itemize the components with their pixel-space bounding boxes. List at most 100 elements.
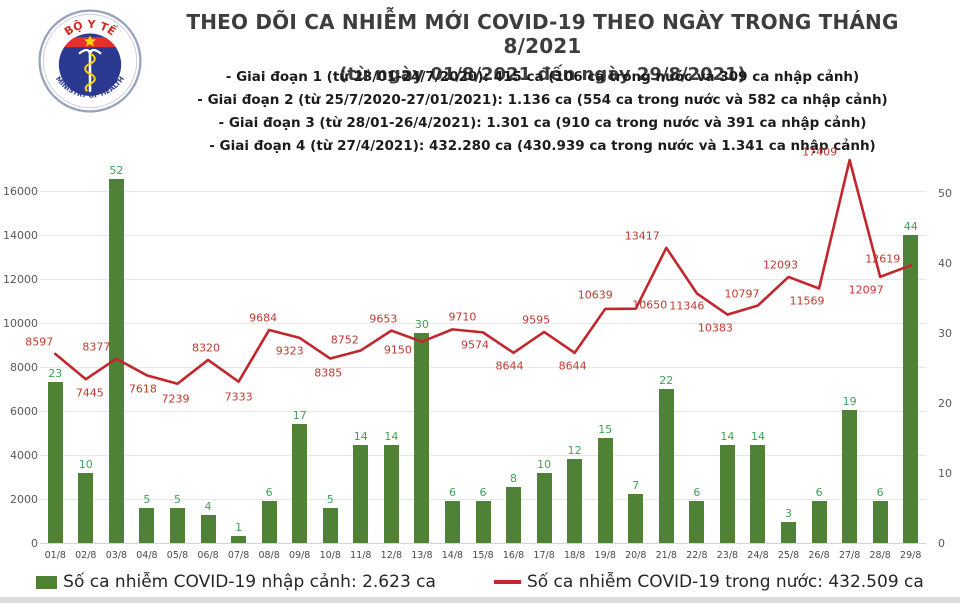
phase-3-annotation: - Giai đoạn 3 (từ 28/01-26/4/2021): 1.30… — [218, 115, 867, 131]
bar-value-label: 14 — [720, 430, 735, 443]
y-axis-right-tick-label: 20 — [938, 397, 952, 410]
logo-wings-icon — [78, 48, 102, 55]
bar-series-swatch — [36, 575, 58, 589]
gridline — [40, 411, 926, 412]
bar — [353, 445, 369, 543]
bar-value-label: 22 — [659, 374, 674, 387]
bar-value-label: 44 — [903, 220, 918, 233]
bar-value-label: 6 — [265, 486, 273, 499]
bar-value-label: 15 — [598, 423, 613, 436]
line-value-label: 10797 — [724, 287, 760, 301]
bar — [597, 438, 613, 543]
x-axis-tick-label: 15/8 — [472, 550, 494, 561]
line-value-label: 10383 — [697, 321, 733, 335]
bar — [506, 487, 522, 543]
line-value-label: 7333 — [224, 390, 253, 404]
x-axis-tick-label: 29/8 — [900, 550, 922, 561]
bar-value-label: 19 — [842, 395, 857, 408]
logo-star-icon — [83, 35, 97, 47]
bar-value-label: 14 — [353, 430, 368, 443]
bar-value-label: 6 — [448, 486, 456, 499]
x-axis-tick-label: 14/8 — [441, 550, 464, 561]
line-value-label: 10650 — [632, 298, 668, 312]
logo-top-text: BỘ Y TẾ — [62, 18, 119, 39]
x-axis-tick-label: 04/8 — [136, 550, 158, 561]
bar — [811, 501, 827, 543]
line-value-label: 12097 — [848, 283, 884, 297]
bar — [689, 501, 705, 543]
y-axis-left-tick-label: 2000 — [10, 493, 38, 506]
line-value-label: 12619 — [865, 252, 901, 266]
bar-value-label: 3 — [785, 507, 793, 520]
bar-series-label: Số ca nhiễm COVID-19 nhập cảnh: 2.623 ca — [63, 572, 436, 592]
bar-value-label: 14 — [750, 430, 765, 443]
line-value-label: 8377 — [82, 340, 111, 354]
bar-value-label: 6 — [693, 486, 701, 499]
phase-annotations: - Giai đoạn 1 (từ 23/01-24/7/2020): 415 … — [150, 66, 935, 158]
bar — [567, 459, 583, 543]
phase-2-annotation: - Giai đoạn 2 (từ 25/7/2020-27/01/2021):… — [197, 92, 888, 108]
bar — [292, 424, 308, 543]
bar-value-label: 5 — [326, 493, 334, 506]
legend-item-domestic-cases: Số ca nhiễm COVID-19 trong nước: 432.509… — [493, 572, 924, 592]
line-value-label: 7445 — [75, 386, 104, 400]
x-axis-tick-label: 28/8 — [869, 550, 891, 561]
y-axis-left-tick-label: 8000 — [10, 361, 38, 374]
x-axis-tick-label: 21/8 — [655, 550, 677, 561]
line-value-label: 13417 — [624, 229, 660, 243]
bar — [383, 445, 399, 543]
title-block: THEO DÕI CA NHIỄM MỚI COVID-19 THEO NGÀY… — [150, 10, 935, 85]
bar — [658, 389, 674, 543]
bar-value-label: 1 — [235, 521, 243, 534]
line-value-label: 9574 — [461, 338, 489, 352]
line-value-label: 9595 — [522, 313, 551, 327]
bar — [169, 508, 185, 543]
line-value-label: 11346 — [669, 299, 705, 313]
x-axis-tick-label: 22/8 — [686, 550, 708, 561]
x-axis-tick-label: 24/8 — [747, 550, 769, 561]
y-axis-left-tick-label: 12000 — [3, 273, 38, 286]
line-value-label: 10639 — [577, 288, 613, 302]
bar-value-label: 30 — [414, 318, 429, 331]
line-value-label: 7618 — [128, 382, 157, 396]
y-axis-right-tick-label: 50 — [938, 187, 952, 200]
y-axis-right-tick-label: 0 — [938, 537, 945, 550]
bar — [444, 501, 460, 543]
x-axis-tick-label: 16/8 — [502, 550, 525, 561]
gridline — [40, 279, 926, 280]
bar-value-label: 12 — [567, 444, 582, 457]
bar-value-label: 17 — [292, 409, 307, 422]
y-axis-left-tick-label: 16000 — [3, 185, 38, 198]
phase-4-annotation: - Giai đoạn 4 (từ 27/4/2021): 432.280 ca… — [209, 138, 876, 154]
bar-value-label: 14 — [384, 430, 399, 443]
x-axis-tick-label: 27/8 — [838, 550, 861, 561]
bar-value-label: 10 — [537, 458, 552, 471]
bottom-strip — [0, 597, 960, 603]
bar-value-label: 10 — [78, 458, 93, 471]
bar-value-label: 5 — [173, 493, 181, 506]
x-axis-tick-label: 08/8 — [258, 550, 280, 561]
bar — [261, 501, 277, 543]
line-value-label: 11569 — [789, 294, 825, 308]
bar — [414, 333, 430, 543]
line-value-label: 9653 — [369, 312, 398, 326]
line-value-label: 12093 — [763, 258, 799, 272]
x-axis-tick-label: 03/8 — [105, 550, 128, 561]
y-axis-left-tick-label: 6000 — [10, 405, 38, 418]
y-axis-left-tick-label: 10000 — [3, 317, 38, 330]
y-axis-left-tick-label: 0 — [31, 537, 38, 550]
bar-value-label: 6 — [876, 486, 884, 499]
y-axis-right-tick-label: 10 — [938, 467, 952, 480]
bar — [78, 473, 94, 543]
bar — [322, 508, 338, 543]
ministry-of-health-logo: BỘ Y TẾ MINISTRY OF HEALTH — [38, 9, 142, 113]
bar-value-label: 4 — [204, 500, 212, 513]
bar — [475, 501, 491, 543]
gridline — [40, 235, 926, 236]
bar — [231, 536, 247, 543]
gridline — [40, 543, 926, 544]
y-axis-left-tick-label: 14000 — [3, 229, 38, 242]
x-axis-tick-label: 06/8 — [197, 550, 219, 561]
gridline — [40, 323, 926, 324]
bar-value-label: 23 — [48, 367, 63, 380]
